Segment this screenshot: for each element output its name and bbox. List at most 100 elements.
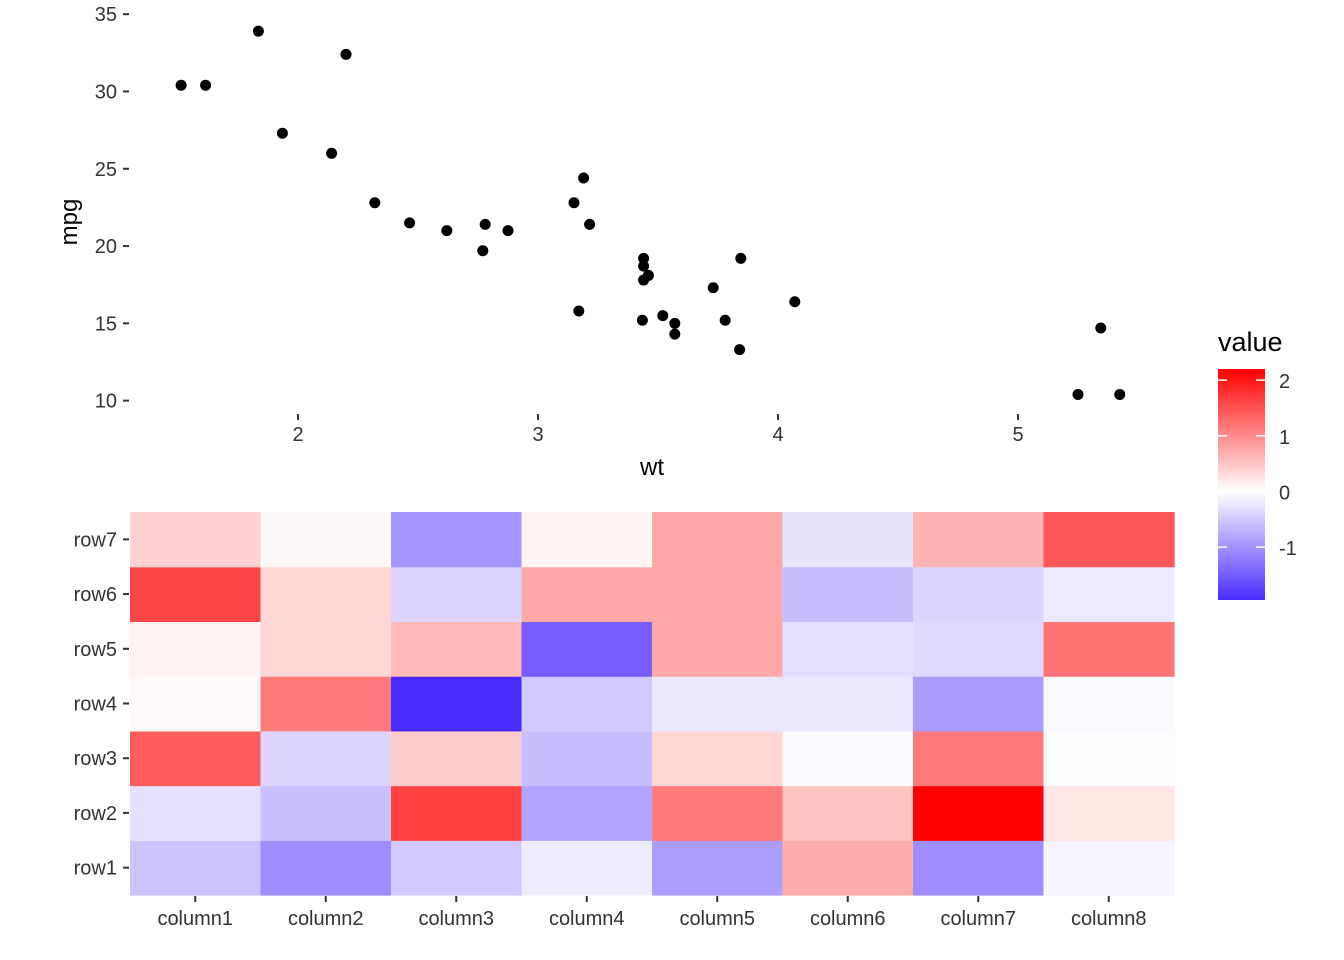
legend-tick-label: -1 [1279, 538, 1297, 560]
scatter-x-tick-label: 2 [292, 424, 303, 446]
scatter-point [584, 218, 596, 230]
heatmap-cell [652, 621, 784, 677]
scatter-point [326, 147, 338, 159]
heatmap-cell [1043, 512, 1175, 568]
heatmap-cells [130, 512, 1175, 896]
heatmap-cell [130, 676, 262, 732]
scatter-y-tick-label: 10 [95, 391, 117, 413]
heatmap-cell [260, 785, 392, 841]
heatmap-cell [391, 730, 523, 787]
heatmap-x-tick-label: column4 [549, 908, 625, 930]
scatter-point [1072, 388, 1084, 400]
heatmap-cell [130, 621, 262, 677]
scatter-y-tick-label: 15 [95, 313, 117, 335]
heatmap-cell [521, 730, 653, 787]
scatter-point [404, 217, 416, 229]
heatmap-cell [391, 512, 523, 568]
scatter-x-axis: 2 3 4 5 [292, 414, 1024, 446]
legend-tick-label: 1 [1279, 427, 1290, 449]
heatmap-cell [782, 676, 914, 732]
scatter-points [175, 25, 1126, 400]
heatmap-cell [1043, 676, 1175, 732]
heatmap-cell [521, 512, 653, 568]
heatmap-cell [391, 676, 523, 732]
heatmap-cell [652, 676, 784, 732]
scatter-y-tick-label: 25 [95, 159, 117, 181]
heatmap-y-tick-label: row4 [74, 694, 117, 716]
heatmap-cell [391, 785, 523, 841]
scatter-x-tick-label: 5 [1012, 424, 1023, 446]
heatmap-cell [391, 840, 523, 896]
heatmap-cell [913, 621, 1045, 677]
heatmap-cell [913, 785, 1045, 841]
heatmap-cell [1043, 621, 1175, 677]
heatmap-y-tick-label: row2 [74, 803, 117, 825]
scatter-point [734, 344, 746, 356]
heatmap-x-axis: column1 column2 column3 column4 column5 colum… [157, 896, 1147, 930]
scatter-point [340, 48, 352, 60]
heatmap-y-tick-label: row7 [74, 529, 117, 551]
scatter-point [789, 296, 801, 308]
heatmap-cell [1043, 785, 1175, 841]
scatter-x-tick-label: 4 [772, 424, 783, 446]
heatmap-cell [652, 566, 784, 623]
heatmap-y-tick-label: row1 [74, 858, 117, 880]
scatter-point [638, 252, 650, 264]
scatter-point [636, 314, 648, 326]
scatter-point [252, 25, 264, 37]
scatter-point [369, 197, 381, 209]
scatter-point [200, 79, 212, 91]
scatter-point [638, 260, 650, 272]
heatmap-cell [260, 621, 392, 677]
heatmap-cell [130, 730, 262, 787]
heatmap-x-tick-label: column7 [940, 908, 1016, 930]
heatmap-cell [391, 566, 523, 623]
heatmap-x-tick-label: column5 [679, 908, 755, 930]
scatter-point [735, 252, 747, 264]
scatter-point [669, 317, 681, 329]
heatmap-cell [1043, 566, 1175, 623]
scatter-point [175, 79, 187, 91]
scatter-point [707, 282, 719, 294]
heatmap-cell [260, 840, 392, 896]
heatmap-cell [1043, 730, 1175, 787]
heatmap-cell [260, 676, 392, 732]
scatter-point [502, 225, 514, 237]
legend-tick-label: 2 [1279, 371, 1290, 393]
heatmap-x-tick-label: column3 [418, 908, 494, 930]
scatter-point [638, 274, 650, 286]
heatmap-cell [521, 840, 653, 896]
scatter-point [479, 218, 491, 230]
legend-colorbar [1218, 369, 1265, 600]
heatmap-cell [652, 785, 784, 841]
heatmap-cell [652, 840, 784, 896]
heatmap-cell [521, 621, 653, 677]
heatmap-cell [521, 676, 653, 732]
heatmap-cell [782, 785, 914, 841]
heatmap-cell [913, 676, 1045, 732]
heatmap-cell [130, 566, 262, 623]
heatmap-cell [260, 730, 392, 787]
scatter-point [568, 197, 580, 209]
legend-title: value [1218, 327, 1283, 357]
legend-ticks: 2 1 0 -1 [1218, 371, 1297, 560]
scatter-y-tick-label: 30 [95, 81, 117, 103]
scatter-panel: 10 15 20 25 30 35 2 3 4 5 wt mpg [56, 4, 1126, 481]
scatter-point [477, 245, 489, 257]
scatter-x-tick-label: 3 [532, 424, 543, 446]
legend: value 2 1 0 -1 [1218, 327, 1297, 600]
heatmap-cell [1043, 840, 1175, 896]
heatmap-x-tick-label: column8 [1071, 908, 1147, 930]
heatmap-x-tick-label: column2 [288, 908, 364, 930]
heatmap-x-tick-label: column6 [810, 908, 886, 930]
scatter-y-axis-title: mpg [56, 199, 83, 246]
heatmap-cell [782, 840, 914, 896]
heatmap-cell [913, 512, 1045, 568]
heatmap-cell [913, 840, 1045, 896]
scatter-point [657, 310, 669, 322]
heatmap-cell [130, 512, 262, 568]
scatter-point [1095, 322, 1107, 334]
heatmap-y-axis: row1 row2 row3 row4 row5 row6 row7 [74, 529, 129, 880]
heatmap-cell [782, 566, 914, 623]
